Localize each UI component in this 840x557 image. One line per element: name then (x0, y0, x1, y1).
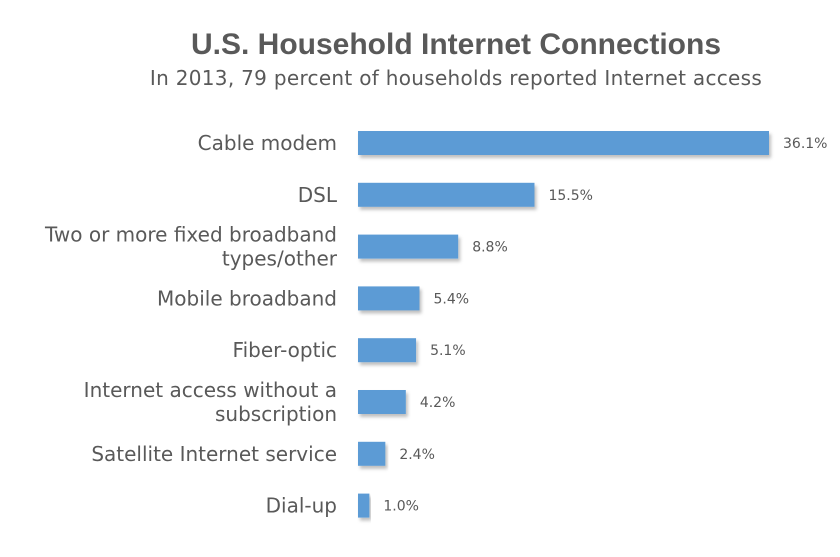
value-label-3: 5.4% (433, 291, 469, 307)
category-label-3: Mobile broadband (157, 286, 337, 310)
bar-4 (358, 338, 417, 363)
bar-6 (358, 441, 386, 466)
bars-group: 36.1% Cable modem 15.5% DSL 8.8% Two or more … (44, 131, 827, 518)
value-label-4: 5.1% (430, 343, 466, 359)
value-label-7: 1.0% (383, 499, 419, 515)
value-label-6: 2.4% (399, 447, 435, 463)
bar-1 (358, 182, 535, 207)
value-label-5: 4.2% (420, 395, 456, 411)
chart-subtitle: In 2013, 79 percent of households report… (149, 66, 763, 90)
value-label-0: 36.1% (783, 136, 827, 152)
category-label-6: Satellite Internet service (91, 442, 337, 466)
category-label-4: Fiber-optic (233, 338, 337, 362)
value-label-2: 8.8% (472, 240, 508, 256)
bar-2 (358, 234, 459, 259)
bar-0 (358, 131, 769, 155)
category-label-1: DSL (298, 183, 338, 207)
value-label-1: 15.5% (548, 188, 592, 204)
chart-title: U.S. Household Internet Connections (190, 28, 722, 61)
bar-3 (358, 286, 420, 311)
category-label-7: Dial-up (266, 494, 337, 518)
category-label-5: Internet access without a subscription (84, 378, 337, 426)
category-label-0: Cable modem (198, 131, 337, 155)
bar-5 (358, 390, 406, 414)
category-label-2: Two or more fixed broadband types/other (44, 223, 338, 271)
bar-7 (358, 493, 370, 518)
